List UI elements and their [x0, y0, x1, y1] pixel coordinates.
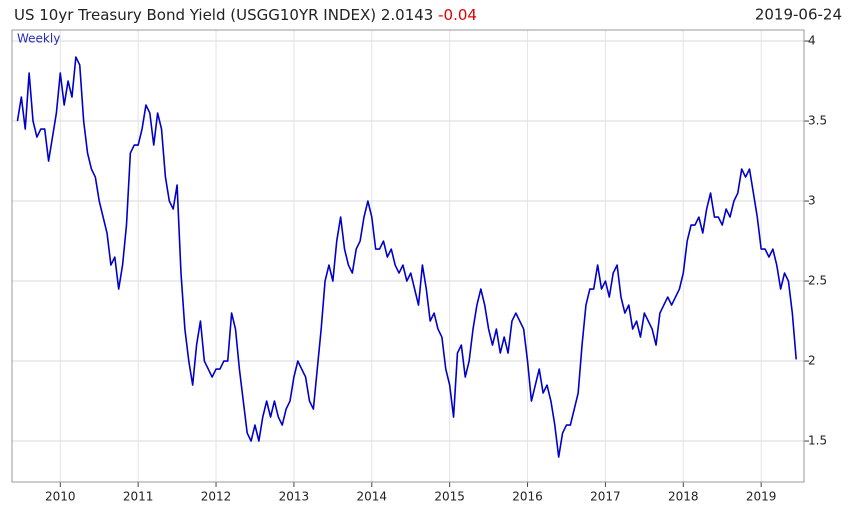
- x-tick-label: 2012: [201, 490, 232, 504]
- x-tick-label: 2018: [668, 490, 699, 504]
- x-tick-label: 2016: [512, 490, 543, 504]
- title-text: US 10yr Treasury Bond Yield (USGG10YR IN…: [14, 6, 433, 24]
- x-tick-label: 2015: [434, 490, 465, 504]
- date: 2019-06-24: [755, 6, 842, 24]
- y-tick-label: 3.5: [808, 114, 827, 128]
- x-tick-label: 2010: [45, 490, 76, 504]
- x-tick-label: 2019: [746, 490, 777, 504]
- x-tick-label: 2017: [590, 490, 621, 504]
- x-tick-label: 2014: [357, 490, 388, 504]
- y-tick-label: 1.5: [808, 434, 827, 448]
- change: -0.04: [438, 6, 477, 24]
- plot-frame: [11, 29, 805, 483]
- frequency-label: Weekly: [17, 32, 60, 46]
- y-tick-label: 2: [808, 354, 816, 368]
- y-tick-label: 2.5: [808, 274, 827, 288]
- chart-title: US 10yr Treasury Bond Yield (USGG10YR IN…: [14, 6, 477, 24]
- y-tick-label: 3: [808, 194, 816, 208]
- x-tick-label: 2011: [123, 490, 154, 504]
- y-tick-label: 4: [808, 34, 816, 48]
- yield-line: [16, 56, 798, 458]
- x-tick-label: 2013: [279, 490, 310, 504]
